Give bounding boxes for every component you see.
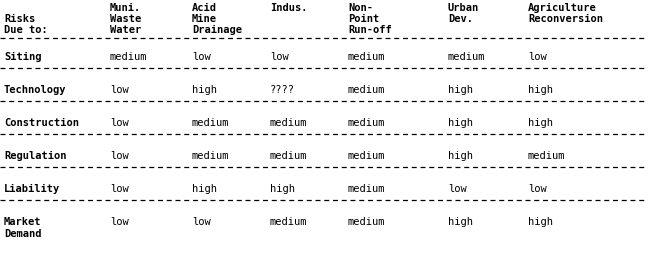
Text: low: low [528,52,547,62]
Text: medium: medium [348,85,386,95]
Text: high: high [448,85,473,95]
Text: high: high [270,184,295,194]
Text: low: low [192,52,211,62]
Text: Waste: Waste [110,14,141,24]
Text: Mine: Mine [192,14,217,24]
Text: Market
Demand: Market Demand [4,217,41,239]
Text: medium: medium [348,184,386,194]
Text: low: low [270,52,289,62]
Text: high: high [448,217,473,227]
Text: low: low [110,184,129,194]
Text: medium: medium [270,151,308,161]
Text: Acid: Acid [192,3,217,13]
Text: medium: medium [270,118,308,128]
Text: Drainage: Drainage [192,25,242,35]
Text: medium: medium [348,52,386,62]
Text: Run-off: Run-off [348,25,392,35]
Text: Siting: Siting [4,52,41,62]
Text: Urban: Urban [448,3,480,13]
Text: high: high [192,85,217,95]
Text: Regulation: Regulation [4,151,67,161]
Text: medium: medium [270,217,308,227]
Text: low: low [192,217,211,227]
Text: medium: medium [192,118,229,128]
Text: Agriculture: Agriculture [528,3,597,13]
Text: Due to:: Due to: [4,25,48,35]
Text: Water: Water [110,25,141,35]
Text: high: high [528,85,553,95]
Text: high: high [528,118,553,128]
Text: medium: medium [192,151,229,161]
Text: medium: medium [448,52,485,62]
Text: Reconversion: Reconversion [528,14,603,24]
Text: high: high [192,184,217,194]
Text: Liability: Liability [4,184,60,194]
Text: high: high [448,118,473,128]
Text: high: high [448,151,473,161]
Text: Dev.: Dev. [448,14,473,24]
Text: low: low [448,184,467,194]
Text: ????: ???? [270,85,295,95]
Text: Non-: Non- [348,3,373,13]
Text: medium: medium [528,151,566,161]
Text: low: low [110,217,129,227]
Text: Point: Point [348,14,379,24]
Text: low: low [528,184,547,194]
Text: Technology: Technology [4,85,67,95]
Text: medium: medium [348,151,386,161]
Text: high: high [528,217,553,227]
Text: Construction: Construction [4,118,79,128]
Text: medium: medium [348,217,386,227]
Text: medium: medium [110,52,148,62]
Text: low: low [110,151,129,161]
Text: Muni.: Muni. [110,3,141,13]
Text: low: low [110,85,129,95]
Text: Indus.: Indus. [270,3,308,13]
Text: Risks: Risks [4,14,35,24]
Text: medium: medium [348,118,386,128]
Text: low: low [110,118,129,128]
